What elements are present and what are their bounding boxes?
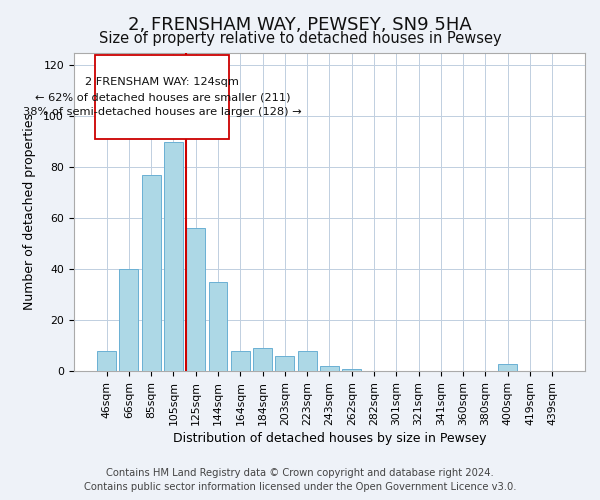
Bar [498,364,517,371]
Bar [97,351,116,371]
Text: Size of property relative to detached houses in Pewsey: Size of property relative to detached ho… [98,31,502,46]
Bar [275,356,295,371]
Bar [253,348,272,371]
Text: 2 FRENSHAM WAY: 124sqm
← 62% of detached houses are smaller (211)
38% of semi-de: 2 FRENSHAM WAY: 124sqm ← 62% of detached… [23,77,302,118]
Bar [231,351,250,371]
Text: 2, FRENSHAM WAY, PEWSEY, SN9 5HA: 2, FRENSHAM WAY, PEWSEY, SN9 5HA [128,16,472,34]
X-axis label: Distribution of detached houses by size in Pewsey: Distribution of detached houses by size … [173,432,486,445]
Y-axis label: Number of detached properties: Number of detached properties [23,114,37,310]
Bar [320,366,339,371]
Text: Contains HM Land Registry data © Crown copyright and database right 2024.
Contai: Contains HM Land Registry data © Crown c… [84,468,516,492]
Bar [95,55,229,139]
Bar [164,142,183,371]
Bar [342,368,361,371]
Bar [298,351,317,371]
Bar [142,175,161,371]
Bar [209,282,227,371]
Bar [119,269,139,371]
Bar [186,228,205,371]
